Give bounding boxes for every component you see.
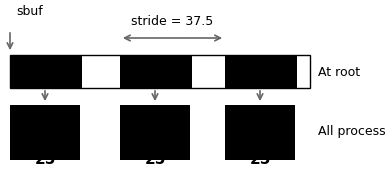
Text: stride = 37.5: stride = 37.5 [131, 15, 213, 28]
Text: 25: 25 [249, 77, 271, 92]
Bar [10, 55, 310, 88]
Text: 25: 25 [249, 152, 271, 167]
Bar [120, 105, 190, 160]
Bar [120, 55, 192, 88]
Text: 25: 25 [34, 152, 56, 167]
Text: sbuf: sbuf [16, 5, 43, 18]
Bar [225, 55, 297, 88]
Text: 25: 25 [144, 77, 166, 92]
Text: 25: 25 [34, 77, 56, 92]
Text: All processes: All processes [318, 125, 385, 139]
Bar [10, 55, 82, 88]
Text: 25: 25 [144, 152, 166, 167]
Bar [10, 105, 80, 160]
Bar [225, 105, 295, 160]
Text: At root: At root [318, 65, 360, 79]
